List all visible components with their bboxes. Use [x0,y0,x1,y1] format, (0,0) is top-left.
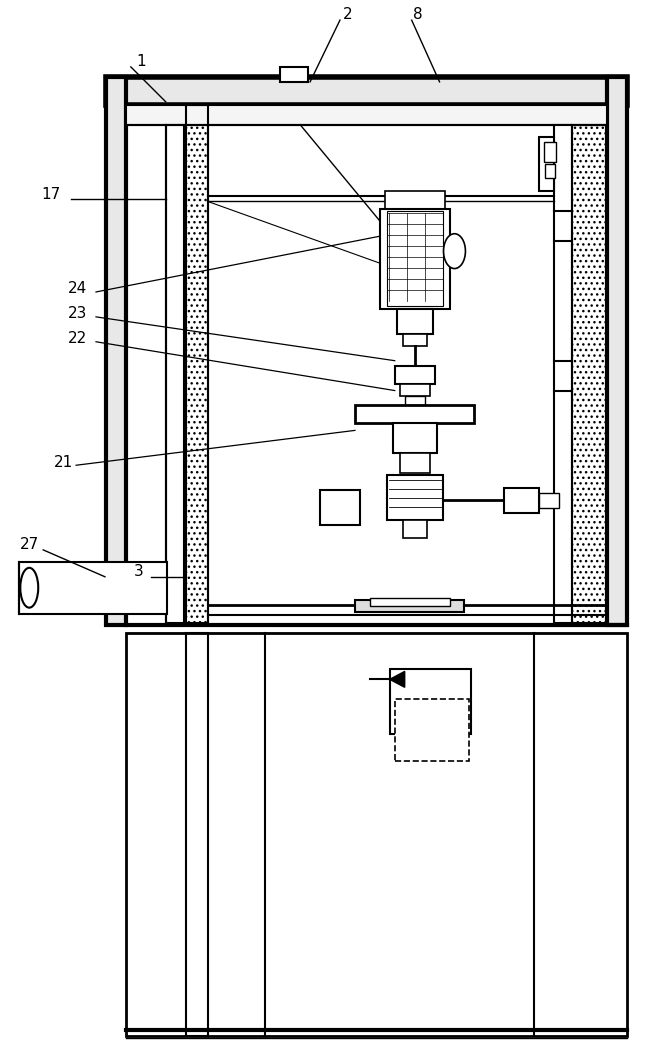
Bar [386,475,442,520]
Bar [545,163,555,178]
Bar [402,334,426,346]
Text: 21: 21 [54,455,73,470]
Bar [504,488,539,514]
Bar [402,520,426,538]
Bar [186,633,208,1035]
Bar [126,105,607,125]
Text: 2: 2 [343,6,353,22]
Bar [380,210,450,309]
Bar [384,192,444,210]
Bar [572,125,607,623]
Bar [370,597,450,606]
Bar [280,67,308,82]
Bar [390,670,471,734]
Text: 3: 3 [134,564,143,580]
Bar [544,141,556,161]
Text: 17: 17 [42,187,61,202]
Bar [539,494,559,508]
Text: 8: 8 [413,6,422,22]
Bar [607,77,627,625]
Bar [396,309,432,334]
Bar [394,699,469,761]
Bar [355,406,474,423]
Bar [166,125,184,623]
Bar [607,77,627,625]
Bar [126,633,627,1035]
Bar [186,105,208,623]
Bar [106,77,627,105]
Bar [106,77,126,625]
Ellipse shape [21,568,39,608]
Bar [394,366,434,384]
Bar [404,395,424,406]
Bar [106,77,126,625]
Bar [539,136,554,192]
Bar [106,77,627,105]
Text: 23: 23 [67,306,87,322]
Bar [400,454,430,474]
Text: 22: 22 [68,331,87,346]
Bar [400,384,430,395]
Bar [186,105,208,623]
Bar [386,212,442,306]
Ellipse shape [444,234,465,268]
Text: 27: 27 [20,538,39,552]
Bar [19,562,167,614]
Text: 24: 24 [68,282,87,297]
Bar [355,599,464,612]
Bar [572,125,607,623]
Bar [392,423,436,454]
Bar [554,125,572,623]
Text: 1: 1 [136,54,145,69]
Bar [320,490,360,525]
Bar [186,633,208,1035]
Polygon shape [390,672,404,687]
